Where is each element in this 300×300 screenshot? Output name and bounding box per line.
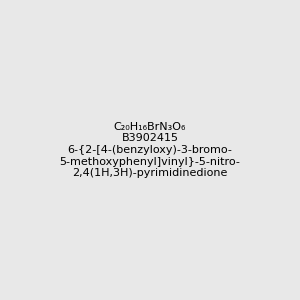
Text: C₂₀H₁₆BrN₃O₆
B3902415
6-{2-[4-(benzyloxy)-3-bromo-
5-methoxyphenyl]vinyl}-5-nitr: C₂₀H₁₆BrN₃O₆ B3902415 6-{2-[4-(benzyloxy… [60, 122, 240, 178]
